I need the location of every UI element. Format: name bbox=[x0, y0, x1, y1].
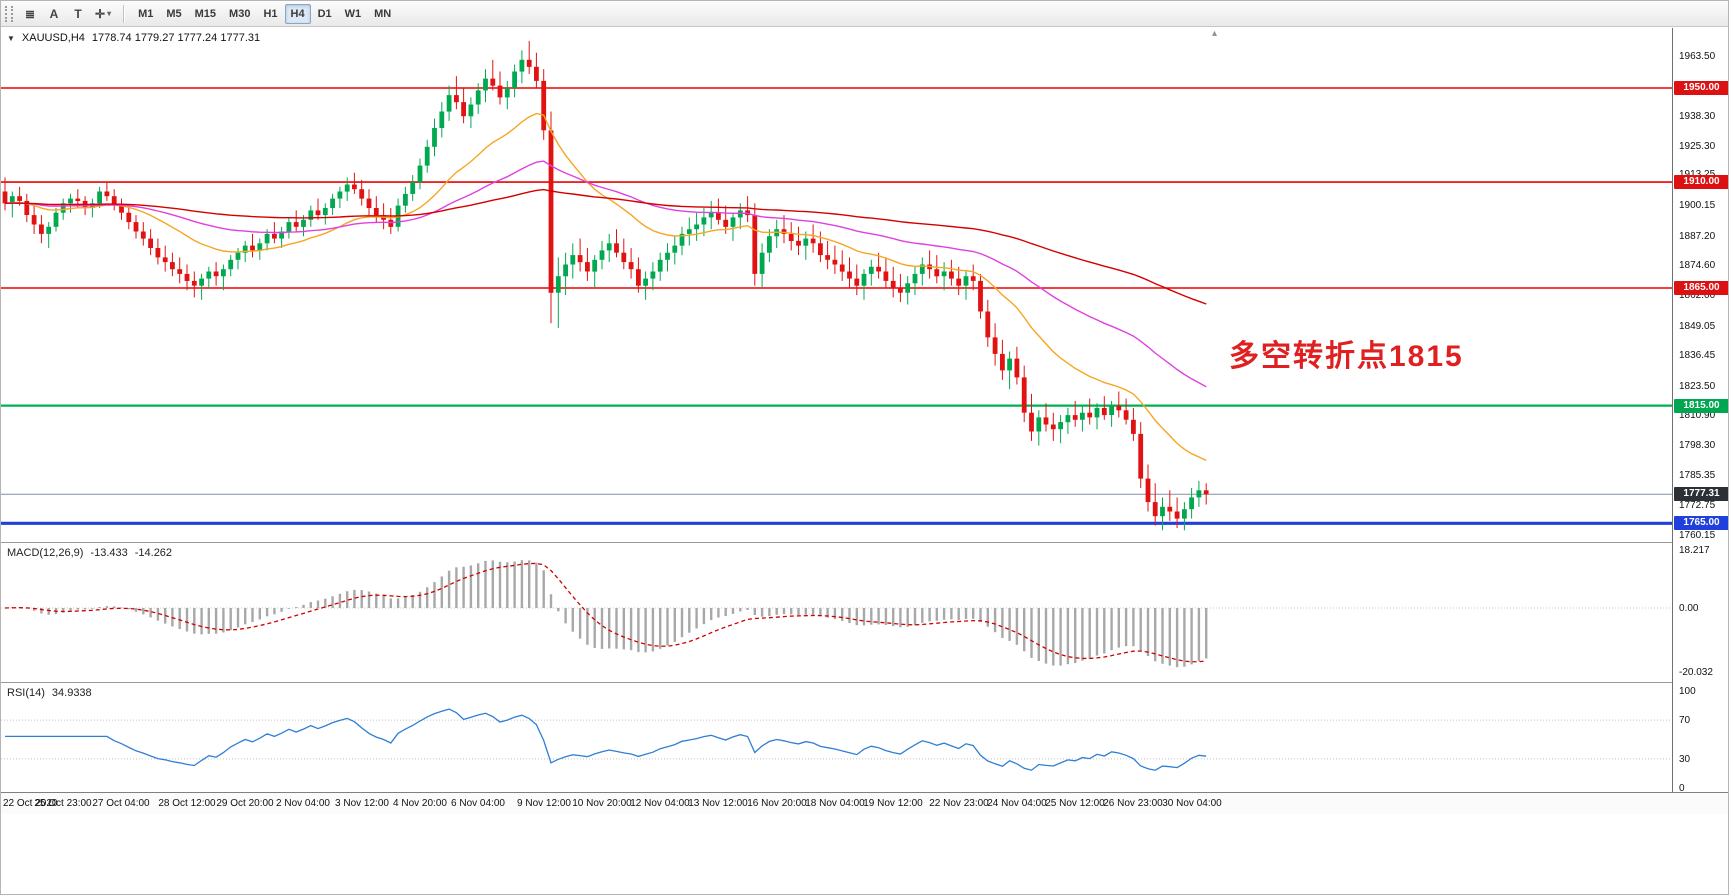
timeframe-button-w1[interactable]: W1 bbox=[344, 7, 362, 20]
price-tick-label: 1900.15 bbox=[1679, 200, 1716, 211]
price-tick-label: 1798.30 bbox=[1679, 440, 1716, 451]
timeframe-toolbar: M1 M5 M15 M30 H1 H4 D1 W1 MN bbox=[132, 3, 397, 24]
rsi-tick-label: 30 bbox=[1679, 754, 1691, 765]
toolbar-drag-handle[interactable] bbox=[5, 5, 13, 22]
collapse-ohlc-icon[interactable]: ▼ bbox=[7, 33, 15, 43]
rsi-tick-label: 70 bbox=[1679, 715, 1691, 726]
timeframe-button-m1[interactable]: M1 bbox=[138, 7, 154, 20]
macd-signal-value: -14.262 bbox=[134, 547, 173, 559]
time-axis-label: 30 Nov 04:00 bbox=[1162, 798, 1222, 809]
charts-tool-button[interactable]: ≣ bbox=[19, 4, 41, 24]
price-tick-label: 1760.15 bbox=[1679, 530, 1716, 541]
price-tick-label: 1862.00 bbox=[1679, 290, 1716, 301]
time-axis-label: 6 Nov 04:00 bbox=[451, 798, 505, 809]
price-tick-label: 1887.20 bbox=[1679, 231, 1716, 242]
timeframe-button-h4[interactable]: H4 bbox=[284, 3, 311, 24]
time-axis-label: 22 Nov 23:00 bbox=[929, 798, 989, 809]
timeframe-button-mn[interactable]: MN bbox=[374, 7, 392, 20]
rsi-name: RSI(14) bbox=[7, 687, 45, 699]
time-axis-label: 28 Oct 12:00 bbox=[158, 798, 216, 809]
time-axis-label: 29 Oct 20:00 bbox=[216, 798, 274, 809]
time-axis-label: 25 Nov 12:00 bbox=[1045, 798, 1105, 809]
rsi-value: 34.9338 bbox=[51, 687, 92, 699]
symbol-title: XAUUSD,H4 bbox=[21, 32, 85, 44]
main-toolbar: ≣ A T ✛ ▾ M1 M5 M15 M30 H1 H4 D1 W1 MN bbox=[1, 1, 1728, 27]
price-tick-label: 1913.25 bbox=[1679, 169, 1715, 180]
text-label-icon: A bbox=[49, 6, 59, 21]
time-axis-label: 12 Nov 04:00 bbox=[630, 798, 690, 809]
time-axis-label: 26 Nov 23:00 bbox=[1103, 798, 1163, 809]
time-axis[interactable]: 22 Oct 2020 25 Oct 23:00 27 Oct 04:00 28 Oc… bbox=[1, 792, 1728, 814]
timeframe-button-m30[interactable]: M30 bbox=[229, 7, 251, 20]
timeframe-button-d1[interactable]: D1 bbox=[317, 7, 332, 20]
hline-price-badge: 1765.00 bbox=[1674, 516, 1728, 530]
panel-divider[interactable] bbox=[1, 542, 1728, 543]
chart-annotation-text[interactable]: 多空转折点1815 bbox=[1229, 340, 1464, 373]
price-tick-label: 1938.30 bbox=[1679, 111, 1716, 122]
time-axis-label: 2 Nov 04:00 bbox=[276, 798, 330, 809]
rsi-label: RSI(14) 34.9338 bbox=[7, 687, 92, 699]
price-tick-label: 1810.90 bbox=[1679, 410, 1716, 421]
time-axis-label: 3 Nov 12:00 bbox=[335, 798, 389, 809]
crosshair-tool-button[interactable]: ✛ ▾ bbox=[91, 4, 115, 24]
time-axis-label: 27 Oct 04:00 bbox=[92, 798, 150, 809]
macd-tick-label: 0.00 bbox=[1679, 603, 1699, 614]
time-axis-label: 25 Oct 23:00 bbox=[34, 798, 92, 809]
time-axis-label: 18 Nov 04:00 bbox=[805, 798, 865, 809]
chart-shift-marker-icon[interactable]: ▴ bbox=[1212, 28, 1218, 39]
text-tool-button[interactable]: T bbox=[67, 4, 89, 24]
time-axis-label: 4 Nov 20:00 bbox=[393, 798, 447, 809]
symbol-header: ▼ XAUUSD,H4 1778.74 1779.27 1777.24 1777… bbox=[7, 32, 260, 44]
hline-price-badge: 1950.00 bbox=[1674, 81, 1728, 95]
time-axis-label: 9 Nov 12:00 bbox=[517, 798, 571, 809]
timeframe-button-m5[interactable]: M5 bbox=[166, 7, 182, 20]
price-tick-label: 1874.60 bbox=[1679, 260, 1716, 271]
text-icon: T bbox=[74, 6, 82, 21]
price-tick-label: 1925.30 bbox=[1679, 141, 1716, 152]
timeframe-button-m15[interactable]: M15 bbox=[194, 7, 217, 20]
macd-name: MACD(12,26,9) bbox=[7, 547, 84, 559]
time-axis-label: 13 Nov 12:00 bbox=[688, 798, 748, 809]
price-tick-label: 1785.35 bbox=[1679, 470, 1716, 481]
price-chart-canvas[interactable] bbox=[1, 28, 1672, 542]
time-axis-label: 16 Nov 20:00 bbox=[747, 798, 807, 809]
hline-price-badge: 1815.00 bbox=[1674, 399, 1728, 413]
chevron-down-icon: ▾ bbox=[107, 9, 112, 18]
current-price-badge: 1777.31 bbox=[1674, 487, 1728, 501]
price-tick-label: 1849.05 bbox=[1679, 321, 1716, 332]
time-axis-label: 10 Nov 20:00 bbox=[572, 798, 632, 809]
macd-tick-label: -20.032 bbox=[1679, 667, 1713, 678]
time-axis-label: 19 Nov 12:00 bbox=[863, 798, 923, 809]
price-tick-label: 1836.45 bbox=[1679, 350, 1716, 361]
time-axis-label: 22 Oct 2020 bbox=[3, 798, 58, 809]
price-tick-label: 1963.50 bbox=[1679, 51, 1716, 62]
hline-price-badge: 1865.00 bbox=[1674, 281, 1728, 295]
macd-label: MACD(12,26,9) -13.433 -14.262 bbox=[7, 547, 172, 559]
time-axis-label: 24 Nov 04:00 bbox=[987, 798, 1047, 809]
price-tick-label: 1823.50 bbox=[1679, 381, 1716, 392]
macd-main-value: -13.433 bbox=[90, 547, 128, 559]
rsi-indicator-canvas[interactable] bbox=[1, 683, 1672, 792]
hline-price-badge: 1910.00 bbox=[1674, 175, 1728, 189]
crosshair-icon: ✛ bbox=[95, 6, 106, 21]
toolbar-separator bbox=[123, 4, 125, 23]
ohlc-values: 1778.74 1779.27 1777.24 1777.31 bbox=[91, 32, 261, 44]
timeframe-button-h1[interactable]: H1 bbox=[263, 7, 278, 20]
macd-indicator-canvas[interactable] bbox=[1, 543, 1672, 682]
rsi-tick-label: 0 bbox=[1679, 783, 1685, 794]
price-tick-label: 1772.75 bbox=[1679, 500, 1716, 511]
price-axis[interactable]: 1963.50 1938.30 1925.30 1913.25 1900.15 1887.… bbox=[1672, 28, 1728, 794]
panel-divider[interactable] bbox=[1, 682, 1728, 683]
macd-tick-label: 18.217 bbox=[1679, 545, 1710, 556]
charts-icon: ≣ bbox=[24, 6, 36, 21]
text-label-tool-button[interactable]: A bbox=[43, 4, 65, 24]
rsi-tick-label: 100 bbox=[1679, 686, 1696, 697]
